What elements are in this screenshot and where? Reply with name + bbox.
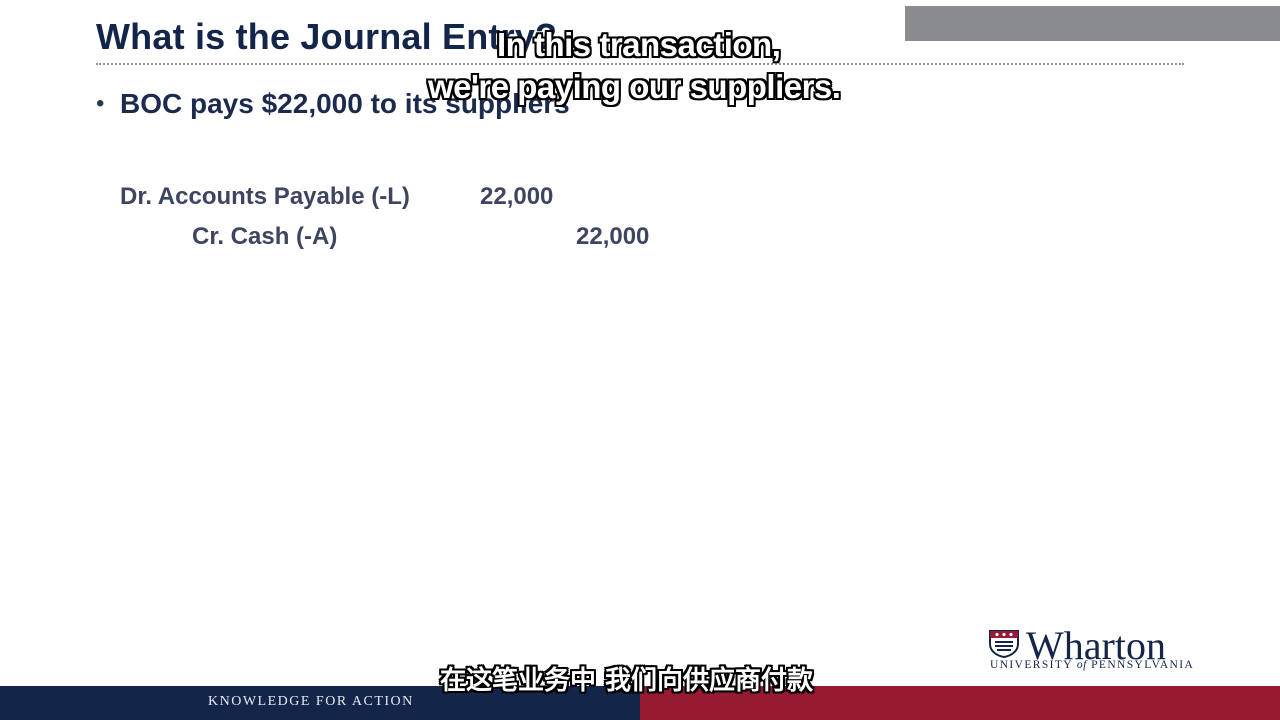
- credit-label: Cr. Cash (-A): [192, 223, 338, 250]
- debit-label: Dr. Accounts Payable (-L): [120, 183, 410, 210]
- subtitle-chinese: 在这笔业务中 我们向供应商付款: [440, 666, 814, 696]
- bullet-text: BOC pays $22,000 to its suppliers: [120, 88, 570, 119]
- footer-navy-band: [0, 686, 640, 720]
- slide-title: What is the Journal Entry?: [96, 16, 558, 57]
- footer-crimson-band: [640, 686, 1280, 720]
- title-divider: [96, 63, 1184, 65]
- wharton-logo: Wharton UNIVERSITY of PENNSYLVANIA: [988, 623, 1195, 672]
- subtitle-english-line-1: In this transaction,: [497, 26, 781, 63]
- corner-gray-bar: [905, 6, 1280, 41]
- bullet-item: • BOC pays $22,000 to its suppliers: [96, 88, 570, 120]
- penn-shield-icon: [989, 630, 1019, 658]
- footer-tagline: KNOWLEDGE FOR ACTION: [208, 694, 414, 709]
- logo-wordmark: Wharton: [1026, 623, 1166, 668]
- debit-amount: 22,000: [480, 183, 554, 210]
- logo-subtitle: UNIVERSITY of PENNSYLVANIA: [990, 659, 1195, 671]
- subtitle-english-line-2: we're paying our suppliers.: [428, 68, 841, 105]
- credit-amount: 22,000: [576, 223, 650, 250]
- bullet-dot-icon: •: [96, 90, 105, 117]
